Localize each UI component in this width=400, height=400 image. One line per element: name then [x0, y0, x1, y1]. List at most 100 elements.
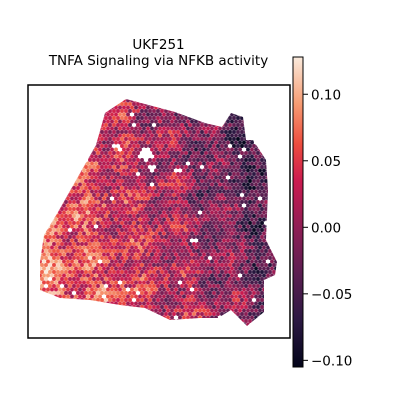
spot	[222, 196, 226, 201]
spot	[200, 144, 204, 148]
spot	[220, 207, 224, 211]
spot	[112, 137, 116, 141]
spot	[176, 214, 180, 218]
spot	[86, 133, 90, 138]
spot	[122, 308, 126, 313]
spot	[250, 119, 254, 124]
spot	[256, 123, 260, 127]
spot	[48, 221, 52, 225]
spot	[220, 214, 224, 218]
spot	[98, 140, 102, 145]
spot	[206, 161, 210, 166]
spot	[236, 109, 240, 113]
spot	[46, 154, 50, 159]
spot	[94, 105, 98, 110]
spot	[158, 266, 162, 271]
spot	[106, 245, 110, 250]
spot	[266, 238, 270, 243]
spot	[152, 200, 156, 204]
spot	[182, 203, 186, 208]
spot	[62, 252, 66, 257]
spot	[148, 284, 152, 288]
spot	[156, 172, 160, 176]
spot	[152, 277, 156, 281]
spot	[154, 308, 158, 313]
spot	[158, 196, 162, 201]
spot	[46, 175, 50, 180]
spot	[120, 221, 124, 225]
spot	[90, 273, 94, 278]
spot	[46, 196, 50, 201]
spot	[254, 259, 258, 264]
spot	[262, 126, 266, 131]
spot	[40, 263, 44, 267]
spot	[204, 228, 208, 232]
spot	[192, 186, 196, 190]
spot	[152, 95, 156, 99]
spot	[260, 319, 264, 323]
spot	[248, 263, 252, 267]
spot	[222, 217, 226, 222]
spot	[48, 95, 52, 99]
spot	[72, 284, 76, 288]
spot	[202, 315, 206, 320]
spot	[274, 231, 277, 236]
spot	[222, 119, 226, 124]
spot	[124, 298, 128, 302]
spot	[240, 249, 244, 253]
spot	[180, 165, 184, 169]
spot	[76, 284, 80, 288]
spot	[60, 221, 64, 225]
spot	[196, 291, 200, 295]
spot	[50, 119, 54, 124]
spot	[92, 193, 96, 197]
spot	[172, 186, 176, 190]
spot	[146, 231, 150, 236]
spot	[104, 151, 108, 155]
spot	[150, 203, 154, 208]
spot	[264, 172, 268, 176]
spot	[268, 109, 272, 113]
spot	[138, 273, 142, 278]
spot	[172, 228, 176, 232]
spot	[126, 99, 130, 103]
spot	[152, 144, 156, 148]
spot	[218, 119, 222, 124]
spot	[110, 273, 114, 278]
spot	[60, 249, 64, 253]
spot	[72, 109, 76, 113]
spot	[238, 231, 242, 236]
spot	[198, 182, 202, 187]
spot	[142, 140, 146, 145]
spot	[68, 221, 72, 225]
spot	[52, 291, 56, 295]
spot	[220, 284, 224, 288]
spot	[122, 252, 126, 257]
spot	[236, 256, 240, 260]
spot	[68, 158, 72, 162]
spot	[186, 119, 190, 124]
spot	[88, 263, 92, 267]
spot	[78, 147, 82, 152]
spot	[180, 291, 184, 295]
spot	[120, 277, 124, 281]
spot	[44, 179, 48, 183]
spot	[172, 312, 176, 316]
spot	[272, 137, 276, 141]
spot	[64, 123, 68, 127]
spot	[242, 259, 246, 264]
spot	[96, 277, 100, 281]
spot	[228, 95, 232, 99]
spot	[248, 249, 252, 253]
spot	[134, 287, 138, 292]
spot	[240, 263, 244, 267]
spot	[164, 319, 168, 323]
spot	[158, 217, 162, 222]
spot	[44, 116, 48, 120]
spot	[206, 140, 210, 145]
spot	[108, 284, 112, 288]
spot	[202, 259, 206, 264]
spot	[82, 294, 86, 299]
spot	[72, 200, 76, 204]
spot	[258, 210, 262, 215]
